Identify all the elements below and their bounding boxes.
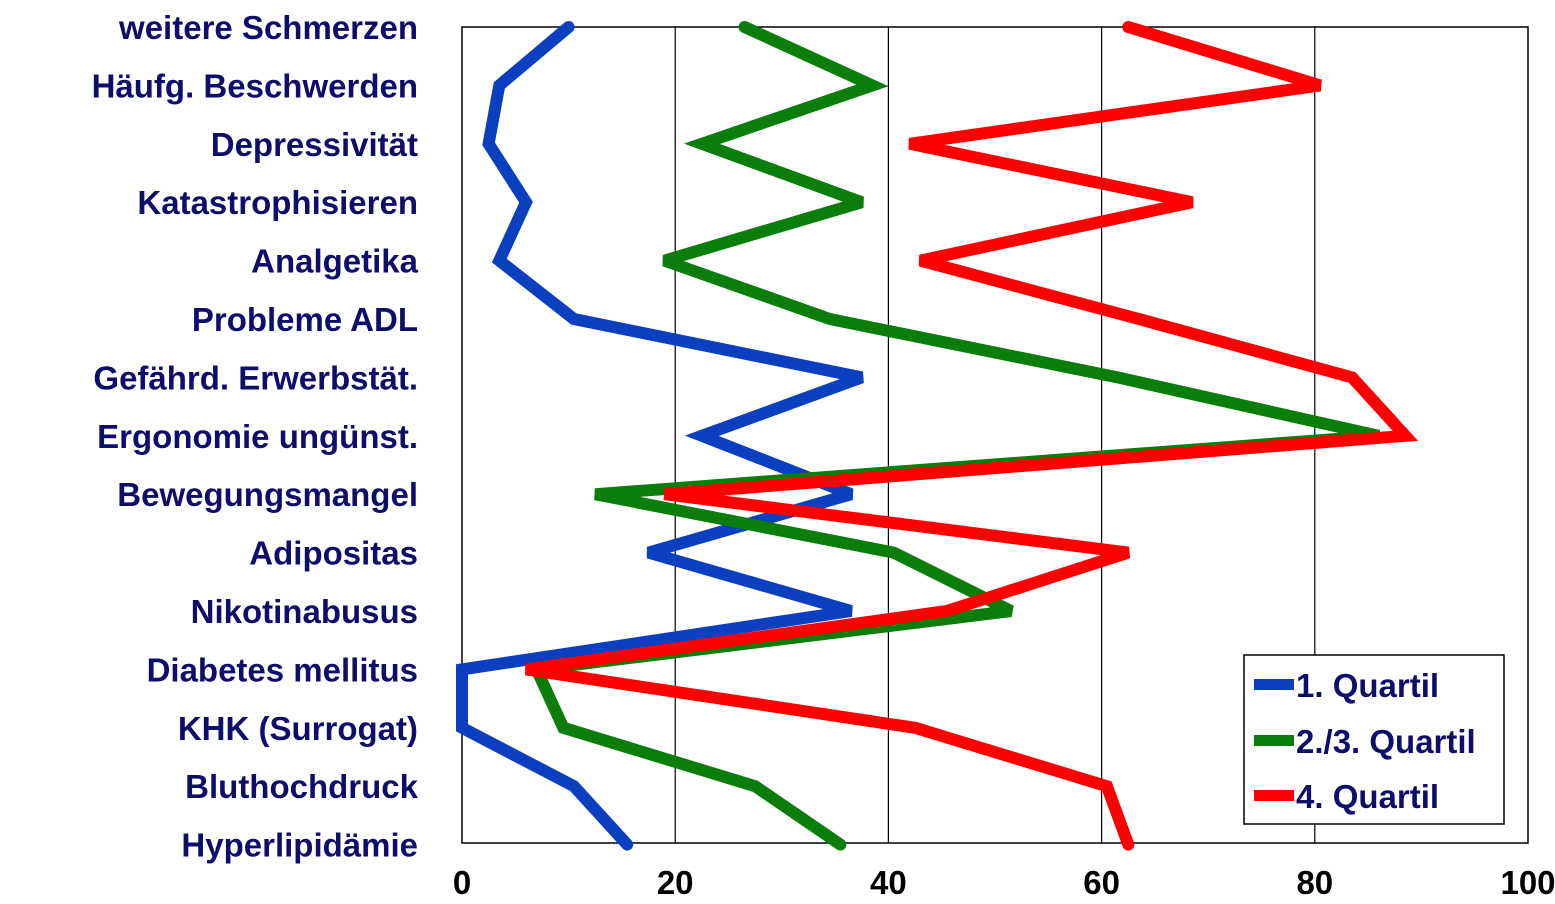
category-label: KHK (Surrogat) bbox=[178, 710, 418, 747]
legend-swatch-3 bbox=[1254, 790, 1294, 801]
x-tick-label: 60 bbox=[1083, 864, 1120, 901]
plot-area-border bbox=[461, 26, 1529, 844]
category-labels: weitere Schmerzen Häufg. Beschwerden Depre… bbox=[92, 9, 419, 864]
x-tick-label: 80 bbox=[1296, 864, 1333, 901]
legend-label-2: 2./3. Quartil bbox=[1296, 723, 1476, 760]
category-label: Analgetika bbox=[251, 243, 419, 280]
x-tick-label: 0 bbox=[453, 864, 471, 901]
legend-swatch-2 bbox=[1254, 735, 1294, 746]
category-label: Adipositas bbox=[249, 535, 418, 572]
series-line-3 bbox=[525, 21, 1419, 851]
x-tick-label: 40 bbox=[870, 864, 907, 901]
category-label: Häufg. Beschwerden bbox=[92, 67, 418, 104]
category-label: Gefährd. Erwerbstät. bbox=[93, 359, 418, 396]
category-label: Bewegungsmangel bbox=[117, 476, 418, 513]
legend-label-3: 4. Quartil bbox=[1296, 778, 1439, 815]
legend-label-1: 1. Quartil bbox=[1296, 667, 1439, 704]
x-tick-label: 20 bbox=[657, 864, 694, 901]
x-axis-tick-labels: 0 20 40 60 80 100 bbox=[453, 864, 1555, 901]
grid-layer bbox=[674, 27, 1316, 843]
x-tick-label: 100 bbox=[1500, 864, 1555, 901]
category-label: Depressivität bbox=[211, 126, 418, 163]
category-label: weitere Schmerzen bbox=[118, 9, 418, 46]
series-layer bbox=[456, 21, 1419, 851]
category-label: Bluthochdruck bbox=[185, 768, 418, 805]
legend: 1. Quartil 2./3. Quartil 4. Quartil bbox=[1243, 654, 1505, 825]
category-label: Hyperlipidämie bbox=[181, 827, 418, 864]
category-label: Katastrophisieren bbox=[137, 184, 418, 221]
legend-swatch-1 bbox=[1254, 679, 1294, 690]
series-line-1 bbox=[456, 21, 864, 851]
category-label: Probleme ADL bbox=[192, 301, 418, 338]
category-label: Nikotinabusus bbox=[191, 593, 418, 630]
category-label: Diabetes mellitus bbox=[147, 651, 418, 688]
category-label: Ergonomie ungünst. bbox=[97, 418, 418, 455]
